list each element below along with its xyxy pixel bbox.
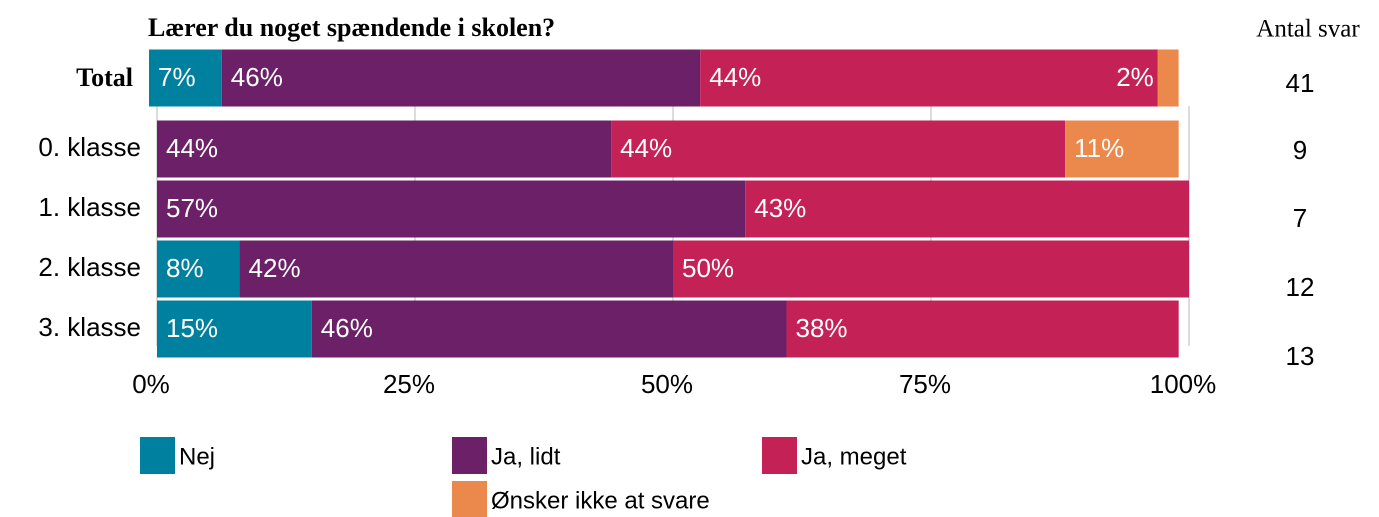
value-label: 57% <box>166 193 218 223</box>
value-label: 7% <box>158 62 196 92</box>
bar-segment <box>157 240 240 298</box>
legend-swatch <box>452 481 487 517</box>
value-label: 42% <box>249 253 301 283</box>
x-tick-label: 25% <box>383 369 435 399</box>
bar-segment <box>311 300 787 358</box>
legend-swatch <box>452 437 487 474</box>
bar-segment <box>700 49 1158 107</box>
legend-label: Ønsker ikke at svare <box>491 487 710 514</box>
counts-header: Antal svar <box>1256 16 1360 43</box>
bar-segment <box>1157 49 1179 107</box>
value-label: 44% <box>620 133 672 163</box>
category-label: 3. klasse <box>38 312 141 342</box>
bar-segment <box>745 180 1189 238</box>
legend-swatch <box>140 437 175 474</box>
value-label: 38% <box>796 313 848 343</box>
x-tick-label: 75% <box>899 369 951 399</box>
value-label: 46% <box>231 62 283 92</box>
bar-segment <box>149 49 222 107</box>
bar-segment <box>157 300 312 358</box>
value-label: 2% <box>1116 62 1154 92</box>
legend-swatch <box>762 437 797 474</box>
bar-segment <box>239 240 673 298</box>
count-label: 13 <box>1286 341 1315 371</box>
value-label: 44% <box>166 133 218 163</box>
chart-title: Lærer du noget spændende i skolen? <box>148 13 555 42</box>
bar-segment <box>221 49 701 107</box>
bar-segment <box>157 180 746 238</box>
bar-segment <box>157 120 612 178</box>
value-label: 43% <box>754 193 806 223</box>
count-label: 41 <box>1286 68 1315 98</box>
legend-label: Nej <box>179 443 215 470</box>
count-label: 7 <box>1293 203 1307 233</box>
value-label: 11% <box>1074 133 1124 163</box>
bar-segment <box>1065 120 1179 178</box>
category-label: 1. klasse <box>38 192 141 222</box>
value-label: 8% <box>166 253 204 283</box>
x-tick-label: 0% <box>132 369 170 399</box>
value-label: 46% <box>321 313 373 343</box>
category-label: Total <box>76 63 133 92</box>
bar-segment <box>611 120 1066 178</box>
value-label: 44% <box>709 62 761 92</box>
count-label: 9 <box>1293 135 1307 165</box>
legend-label: Ja, lidt <box>491 443 561 470</box>
category-label: 2. klasse <box>38 252 141 282</box>
x-tick-label: 100% <box>1150 369 1217 399</box>
bar-segment <box>786 300 1179 358</box>
bar-segment <box>673 240 1189 298</box>
count-label: 12 <box>1286 272 1315 302</box>
category-label: 0. klasse <box>38 132 141 162</box>
value-label: 50% <box>682 253 734 283</box>
x-tick-label: 50% <box>641 369 693 399</box>
value-label: 15% <box>166 313 218 343</box>
legend-label: Ja, meget <box>801 443 907 470</box>
